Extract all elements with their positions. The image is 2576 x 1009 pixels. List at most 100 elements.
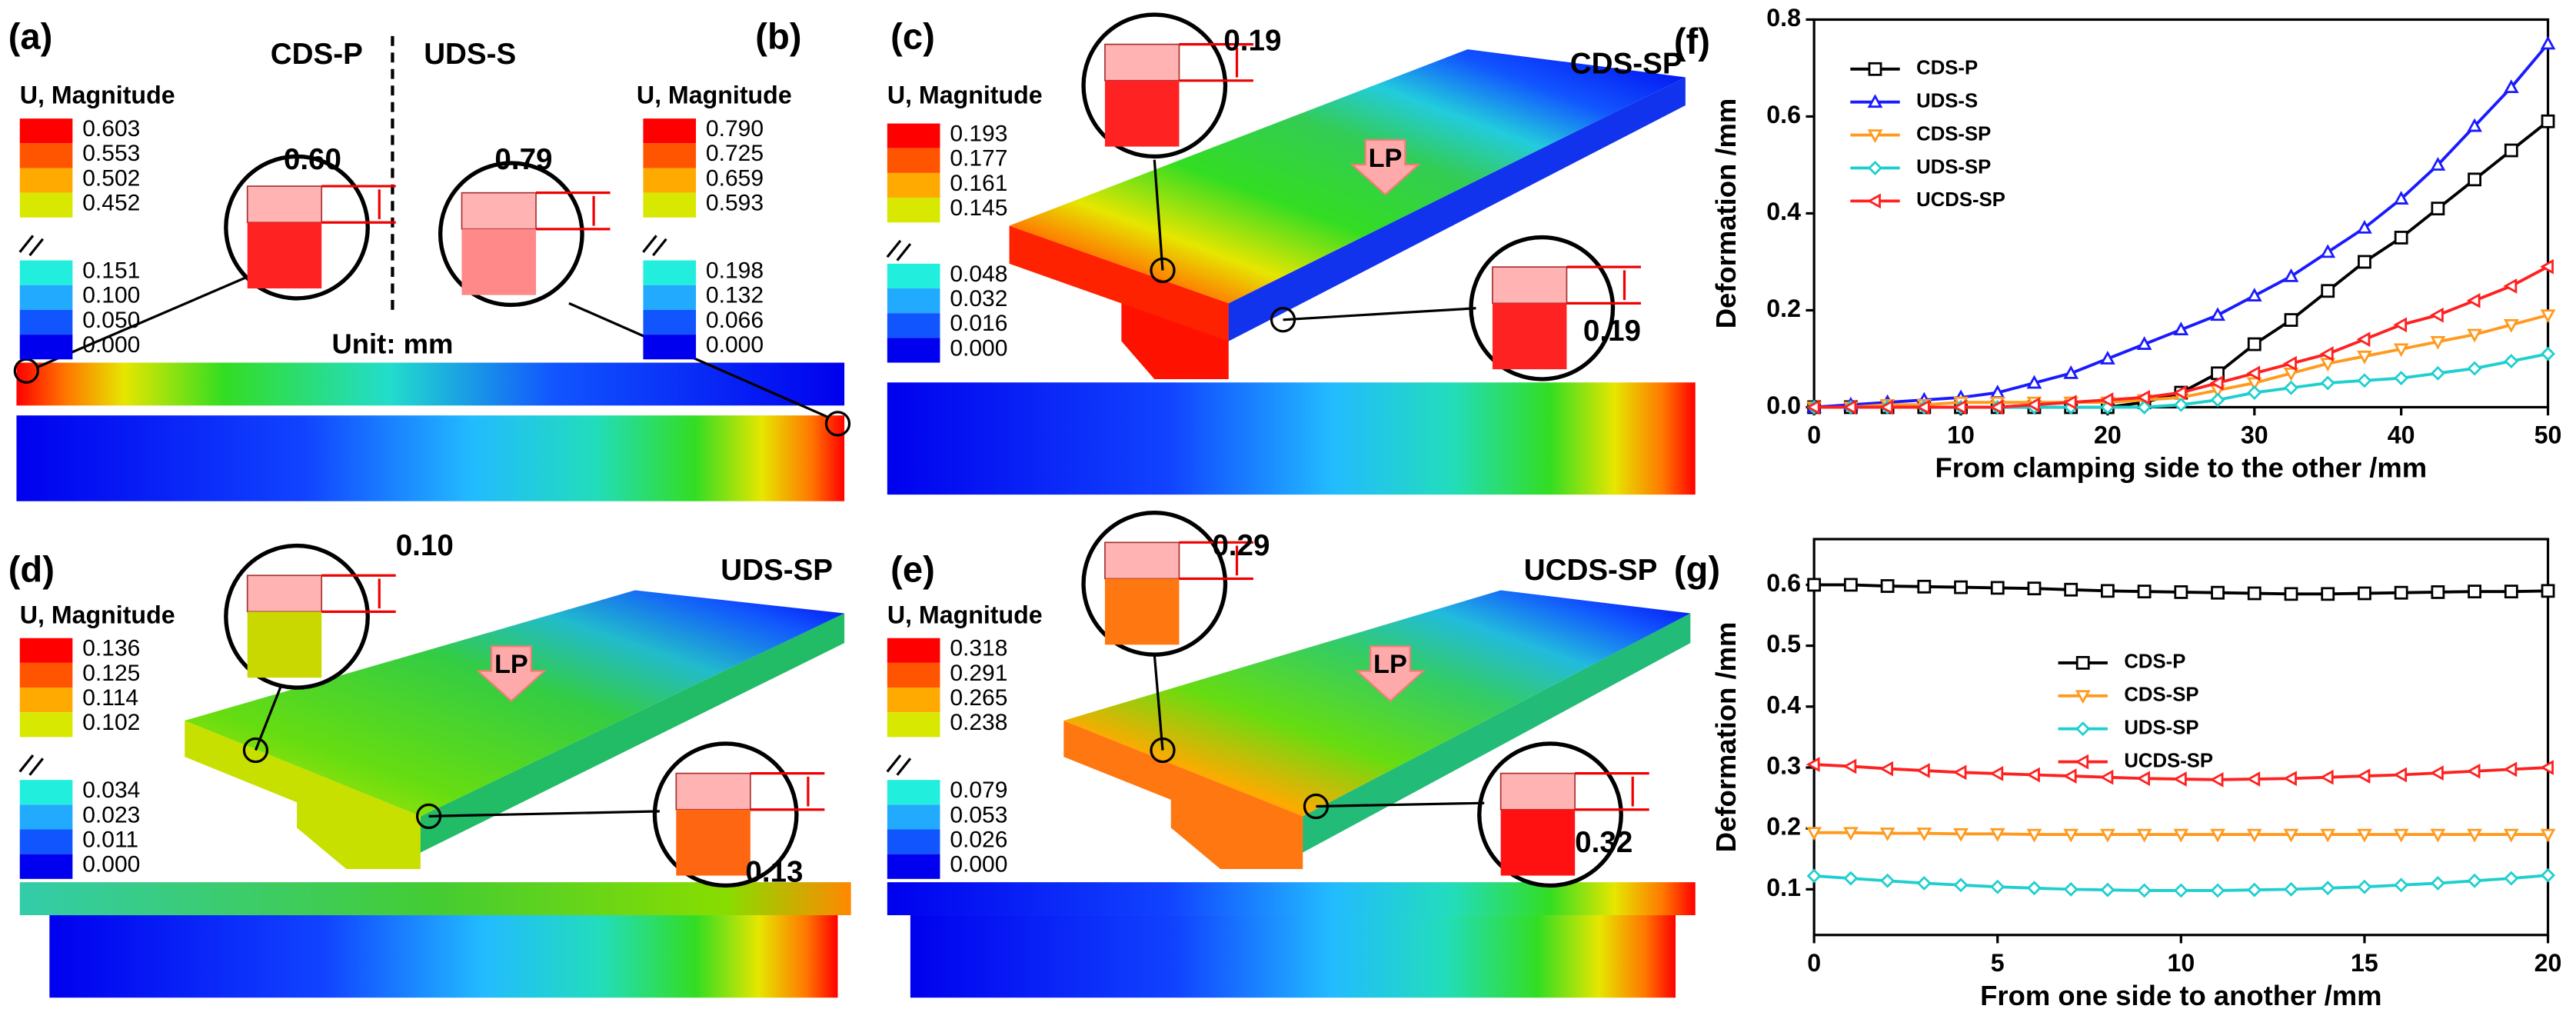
zoom-top	[675, 772, 751, 811]
legend-label: CDS-P	[2124, 651, 2185, 673]
load-label: LP	[1373, 650, 1407, 679]
panel-c-shapes	[887, 49, 1696, 495]
data-point	[1806, 399, 1820, 415]
top-face	[1009, 49, 1686, 304]
color-swatch	[19, 662, 73, 688]
y-tick-label: 0.2	[1766, 813, 1801, 841]
zoom-body	[1104, 578, 1180, 645]
data-point	[2172, 771, 2187, 787]
zoom-body	[247, 222, 322, 289]
x-tick-label: 15	[2351, 949, 2378, 977]
color-swatch	[643, 260, 697, 285]
leader	[1283, 307, 1476, 321]
data-point	[2504, 143, 2518, 158]
data-point	[2136, 771, 2151, 787]
color-swatch	[887, 263, 940, 289]
legend-marker	[1868, 62, 1882, 76]
legend-marker	[1867, 129, 1883, 143]
data-point	[1807, 578, 1822, 592]
data-point	[2540, 828, 2556, 843]
legend-value: 0.238	[950, 710, 1007, 735]
data-point	[2099, 769, 2114, 785]
data-point	[2137, 584, 2152, 599]
data-point	[2540, 309, 2556, 324]
data-point	[2430, 875, 2445, 891]
data-point	[1843, 578, 1858, 592]
panel-label: (f)	[1674, 21, 1710, 62]
zoom-body	[247, 611, 322, 678]
data-point	[2467, 328, 2482, 343]
beam-top	[16, 362, 845, 406]
color-swatch	[887, 662, 940, 688]
color-swatch	[887, 688, 940, 713]
legend-value: 0.452	[82, 191, 140, 216]
beam-side	[16, 415, 845, 501]
legend-value: 0.593	[706, 191, 764, 216]
probe	[824, 411, 851, 437]
data-point	[1952, 764, 1967, 781]
data-point	[2358, 255, 2371, 269]
data-point	[2356, 331, 2371, 348]
data-point	[2320, 828, 2336, 843]
data-point	[2209, 771, 2224, 788]
data-point	[2503, 278, 2518, 294]
data-point	[1842, 399, 1857, 415]
side-face	[1303, 613, 1691, 853]
panel-e-shapes	[887, 590, 1696, 998]
side-face	[1228, 77, 1686, 341]
legend-value: 0.145	[950, 195, 1007, 221]
callout-value: 0.29	[1212, 529, 1270, 562]
legend-value: 0.291	[950, 661, 1007, 686]
data-point	[2136, 389, 2151, 405]
color-swatch	[643, 143, 697, 168]
panel-label: (g)	[1674, 548, 1720, 589]
y-tick-label: 0.0	[1766, 391, 1801, 419]
data-point	[1842, 758, 1857, 774]
color-swatch	[887, 829, 940, 854]
legend-title: U, Magnitude	[20, 601, 175, 628]
data-point	[1989, 385, 2005, 398]
section-bar-top	[19, 882, 851, 916]
panel: (e) UCDS-SPU, Magnitude0.3180.2910.2650.2…	[886, 511, 1657, 888]
data-point	[2541, 867, 2556, 883]
data-point	[2503, 761, 2518, 778]
data-point	[2172, 385, 2187, 401]
legend-marker	[2075, 690, 2091, 704]
data-point	[1989, 766, 2004, 781]
legend-label: CDS-P	[1916, 58, 1978, 79]
legend-value: 0.553	[82, 141, 140, 166]
data-point	[2063, 828, 2079, 843]
legend-marker	[1867, 193, 1881, 209]
color-swatch	[19, 143, 73, 168]
color-swatch	[19, 638, 73, 663]
data-point	[2320, 358, 2336, 372]
data-point	[2357, 350, 2372, 365]
data-point	[2210, 392, 2225, 408]
data-point	[1990, 879, 2005, 894]
data-point	[2540, 35, 2556, 50]
x-tick-label: 10	[2167, 949, 2195, 977]
legend-value: 0.132	[706, 283, 764, 308]
legend-value: 0.100	[82, 283, 140, 308]
legend-label: UCDS-SP	[1916, 189, 2005, 211]
legend-label: UDS-SP	[1916, 156, 1991, 178]
color-swatch	[887, 780, 940, 805]
panel-name: UDS-SP	[721, 554, 833, 587]
zoom-body	[1492, 303, 1567, 370]
y-tick-label: 0.2	[1766, 295, 1801, 322]
leader	[1316, 801, 1485, 808]
legend-title: U, Magnitude	[887, 82, 1043, 109]
legend-marker	[2075, 721, 2091, 737]
zoom-top	[1104, 43, 1180, 82]
data-point	[2210, 828, 2225, 843]
break-mark	[886, 239, 902, 258]
data-point	[2431, 585, 2445, 599]
break-mark	[28, 758, 45, 776]
break-mark	[18, 235, 35, 253]
legend-marker	[2075, 655, 2090, 670]
data-point	[2211, 585, 2225, 600]
panel-label: (a)	[8, 16, 53, 57]
legend-value: 0.198	[706, 258, 764, 284]
legend-value: 0.136	[82, 636, 140, 661]
